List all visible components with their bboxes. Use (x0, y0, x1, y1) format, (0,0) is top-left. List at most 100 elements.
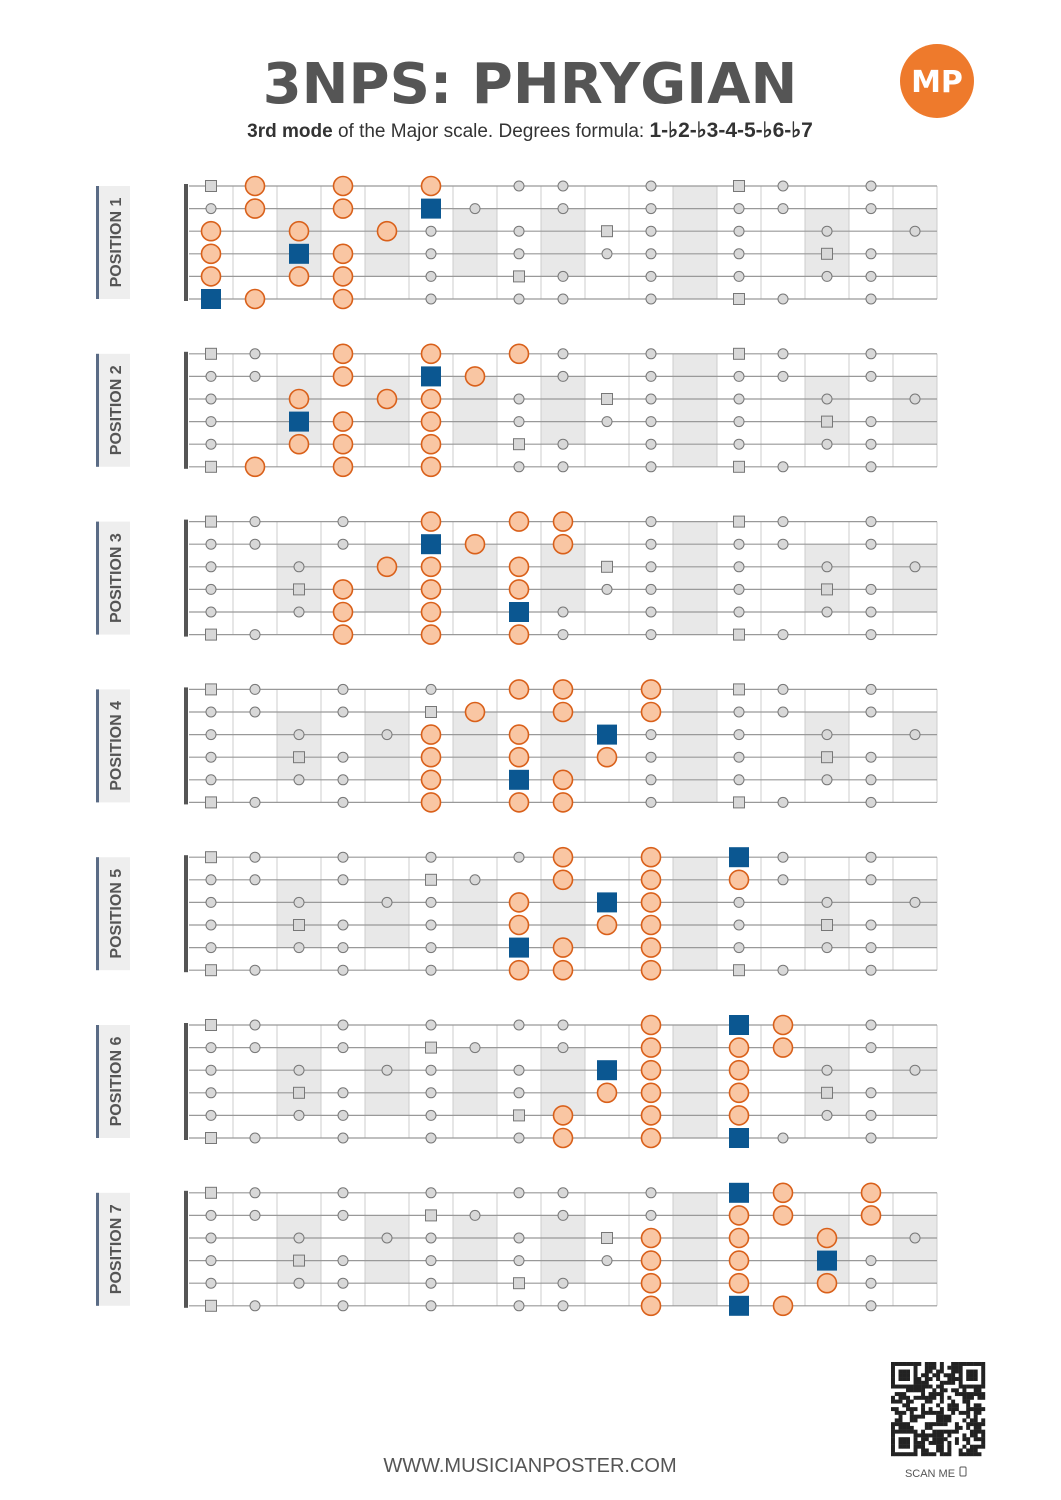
qr-cell (936, 1444, 941, 1449)
scale-note (552, 869, 574, 891)
root-dot (205, 628, 217, 641)
scale-dot (865, 270, 877, 282)
qr-cell (932, 1410, 937, 1415)
scale-note (640, 1059, 662, 1081)
qr-cell (962, 1388, 967, 1393)
root-dot (733, 515, 745, 528)
scale-note (596, 746, 618, 768)
scale-note (640, 1127, 662, 1149)
nut (184, 519, 188, 637)
qr-cell (921, 1452, 926, 1457)
scale-dot (513, 461, 525, 473)
scale-dot (865, 1300, 877, 1312)
scale-dot (205, 606, 217, 618)
qr-cell (928, 1407, 933, 1412)
scale-dot (557, 606, 569, 618)
scale-dot (513, 248, 525, 260)
inlay-shade (673, 1192, 717, 1306)
qr-cell (906, 1399, 910, 1404)
qr-cell (898, 1437, 903, 1442)
scale-note (420, 769, 442, 791)
scale-dot (865, 1042, 877, 1054)
scale-dot (865, 583, 877, 595)
qr-cell (958, 1377, 963, 1381)
qr-cell (947, 1380, 952, 1385)
qr-cell (928, 1399, 933, 1404)
qr-cell (939, 1395, 944, 1400)
qr-cell (969, 1373, 974, 1378)
qr-cell (909, 1429, 914, 1434)
qr-cell (932, 1395, 937, 1400)
scale-dot (557, 180, 569, 192)
inlay-shade (805, 1215, 849, 1284)
root-dot (205, 460, 217, 473)
position-label-box (97, 186, 130, 299)
inlay-shade (673, 1025, 717, 1138)
scale-dot (733, 538, 745, 550)
inlay-shade (673, 521, 717, 635)
qr-cell (906, 1388, 910, 1393)
scale-dot (513, 1300, 525, 1312)
qr-cell (902, 1437, 907, 1442)
qr-cell (932, 1433, 937, 1438)
root-dot (293, 583, 305, 596)
scale-dot (205, 1042, 217, 1054)
qr-cell (902, 1425, 907, 1430)
scale-dot (513, 293, 525, 305)
scale-dot (645, 393, 657, 405)
scale-dot (249, 370, 261, 382)
root-dot (293, 1254, 305, 1267)
scale-dot (205, 438, 217, 450)
root-dot (293, 751, 305, 764)
scale-dot (865, 180, 877, 192)
qr-cell (966, 1448, 971, 1453)
qr-cell (891, 1440, 895, 1445)
scale-note (200, 220, 222, 242)
qr-cell (902, 1362, 907, 1366)
qr-cell (932, 1429, 937, 1434)
scale-dot (865, 516, 877, 528)
scale-dot (249, 874, 261, 886)
qr-cell (966, 1384, 971, 1389)
scale-dot (249, 1300, 261, 1312)
qr-cell (939, 1437, 944, 1442)
scale-note (244, 198, 266, 219)
qr-cell (966, 1362, 971, 1366)
scale-dot (821, 606, 833, 618)
qr-cell (913, 1429, 918, 1434)
qr-cell (958, 1392, 963, 1397)
qr-cell (921, 1440, 926, 1445)
scale-dot (513, 180, 525, 192)
inlay-shade (277, 712, 321, 780)
qr-cell (924, 1422, 929, 1427)
scale-dot (865, 1132, 877, 1144)
inlay-shade (453, 712, 497, 780)
qr-cell (894, 1410, 899, 1415)
qr-cell (939, 1365, 944, 1370)
scale-dot (205, 751, 217, 763)
scale-dot (293, 774, 305, 786)
qr-cell (973, 1407, 978, 1412)
qr-cell (894, 1429, 899, 1434)
qr-cell (898, 1410, 903, 1415)
position-label: POSITION 3 (108, 533, 125, 623)
root-dot (293, 919, 305, 931)
qr-cell (954, 1365, 959, 1370)
scale-dot (337, 751, 349, 763)
nut (184, 1190, 188, 1308)
qr-cell (921, 1384, 926, 1389)
qr-cell (928, 1384, 933, 1389)
scale-dot (249, 1019, 261, 1031)
root-note (509, 769, 529, 790)
scale-dot (337, 1109, 349, 1121)
qr-cell (913, 1365, 918, 1370)
scale-dot (733, 942, 745, 954)
qr-cell (947, 1444, 952, 1449)
scale-note (332, 343, 354, 365)
scale-note (772, 1182, 794, 1204)
scale-dot (425, 293, 437, 305)
scale-dot (777, 629, 789, 641)
scale-dot (601, 248, 613, 260)
scale-note (728, 1205, 750, 1226)
scale-dot (821, 729, 833, 741)
